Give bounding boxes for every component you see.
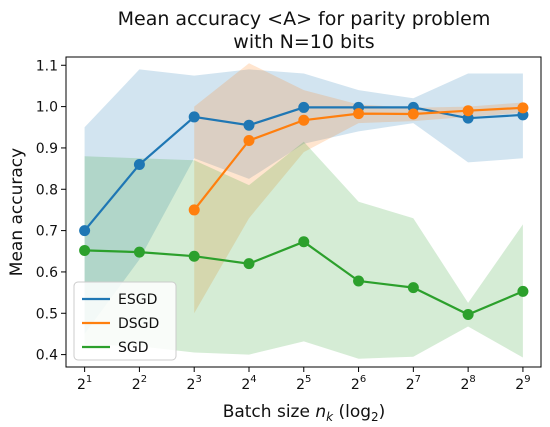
x-tick-label: 24 [241, 374, 256, 393]
esgd-point [243, 119, 255, 131]
y-axis-label: Mean accuracy [7, 148, 27, 276]
sgd-point [79, 244, 91, 256]
y-tick-label: 0.9 [36, 141, 58, 157]
chart-title-line-2: with N=10 bits [233, 31, 374, 53]
esgd-band [84, 69, 523, 334]
dsgd-point [188, 204, 200, 216]
sgd-point [353, 275, 365, 287]
sgd-point [407, 282, 419, 294]
sgd-point [133, 246, 145, 258]
sgd-point [298, 236, 310, 248]
x-axis-ticks: 21 22 23 24 25 26 27 28 29 [77, 367, 531, 393]
x-tick-label: 28 [460, 374, 475, 393]
x-tick-label: 26 [351, 374, 366, 393]
x-tick-label: 25 [296, 374, 311, 393]
legend-label-dsgd: DSGD [118, 316, 159, 332]
sgd-point [243, 258, 255, 270]
legend: ESGD DSGD SGD [73, 281, 177, 361]
dsgd-point [243, 134, 255, 146]
error-bands [84, 63, 523, 359]
x-axis-label-suffix-end: ) [379, 402, 386, 422]
x-axis-label: Batch size nk (log2) [223, 402, 386, 424]
x-tick-label: 23 [187, 374, 202, 393]
y-tick-label: 1.1 [36, 58, 58, 74]
sgd-band [84, 141, 523, 359]
legend-box [73, 281, 177, 361]
x-axis-label-sub: k [326, 410, 334, 424]
x-tick-label: 27 [406, 374, 421, 393]
y-tick-label: 0.5 [36, 306, 58, 322]
x-axis-label-var: n [315, 402, 326, 422]
dsgd-point [353, 108, 365, 120]
x-axis-label-suffix: (log [338, 402, 371, 422]
chart-title-line-1: Mean accuracy <A> for parity problem [118, 8, 491, 30]
esgd-point [188, 111, 200, 123]
x-axis-label-text: Batch size [223, 402, 310, 422]
legend-label-esgd: ESGD [118, 292, 157, 308]
x-axis-label-suffix-sub: 2 [371, 410, 379, 424]
sgd-point [188, 250, 200, 262]
y-tick-label: 1.0 [36, 100, 58, 116]
esgd-point [79, 225, 91, 237]
y-tick-label: 0.4 [36, 348, 58, 364]
series-points [79, 101, 529, 321]
sgd-point [462, 309, 474, 321]
esgd-point [133, 158, 145, 170]
y-axis-ticks: 0.4 0.5 0.6 0.7 0.8 0.9 1.0 1.1 [36, 58, 66, 364]
x-tick-label: 21 [77, 374, 92, 393]
legend-label-sgd: SGD [118, 340, 149, 356]
dsgd-point [517, 102, 529, 114]
dsgd-point [298, 114, 310, 126]
dsgd-point [462, 105, 474, 117]
dsgd-band [194, 63, 523, 314]
dsgd-point [407, 108, 419, 120]
y-tick-label: 0.8 [36, 182, 58, 198]
sgd-point [517, 285, 529, 297]
x-tick-label: 29 [515, 374, 530, 393]
y-tick-label: 0.7 [36, 224, 58, 240]
x-tick-label: 22 [132, 374, 147, 393]
esgd-point [298, 101, 310, 113]
y-tick-label: 0.6 [36, 265, 58, 281]
